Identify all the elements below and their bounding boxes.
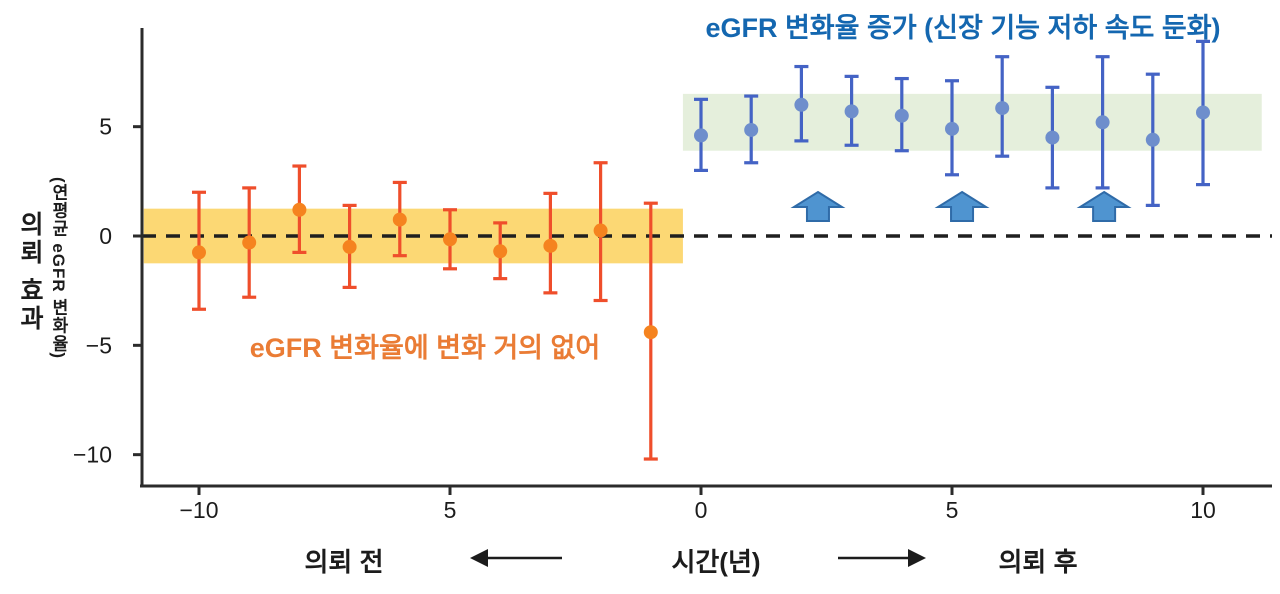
before-referral-data-point [593, 223, 608, 238]
after-referral-data-point [1095, 115, 1110, 130]
y-tick-label: 5 [99, 114, 112, 140]
x-axis-label-before: 의뢰 전 [304, 547, 384, 577]
x-tick-label: 0 [695, 497, 708, 523]
x-tick-label: 5 [444, 497, 457, 523]
before-referral-data-point [242, 235, 257, 250]
x-axis-label-after: 의뢰 후 [998, 547, 1078, 577]
after-referral-data-point [894, 108, 909, 123]
after-referral-data-point [1045, 130, 1060, 145]
after-referral-data-point [744, 122, 759, 137]
x-tick-label: −10 [179, 497, 218, 523]
y-axis-title-primary: 의뢰 효과 [16, 211, 44, 333]
y-tick-label: 0 [99, 223, 112, 249]
after-referral-data-point [995, 101, 1010, 116]
y-axis-title-secondary: (연평균 eGFR 변화율) [49, 176, 68, 360]
x-axis-time-label: 시간(년) [671, 547, 761, 577]
y-tick-label: −10 [73, 442, 112, 468]
before-referral-data-point [192, 245, 206, 260]
highlight-band-after [682, 93, 1262, 151]
before-referral-data-point [493, 244, 508, 259]
right-arrow-icon [908, 549, 926, 567]
after-referral-data-point [1145, 132, 1160, 147]
x-tick-label: 10 [1190, 497, 1216, 523]
after-referral-data-point [844, 104, 859, 119]
after-referral-data-point [945, 121, 959, 136]
after-referral-data-point [794, 97, 809, 112]
up-arrow-icon [1076, 190, 1132, 222]
after-referral-title: eGFR 변화율 증가 (신장 기능 저하 속도 둔화) [705, 13, 1221, 43]
before-referral-data-point [643, 325, 658, 340]
before-referral-annotation: eGFR 변화율에 변화 거의 없어 [249, 333, 601, 363]
before-referral-data-point [292, 202, 307, 217]
up-arrow-icon [934, 190, 990, 222]
before-referral-data-point [392, 212, 407, 227]
left-arrow-icon [470, 549, 488, 567]
before-referral-data-point [543, 238, 558, 253]
before-referral-data-point [443, 232, 457, 247]
after-referral-data-point [694, 128, 708, 143]
x-tick-label: 5 [946, 497, 959, 523]
y-tick-label: −5 [86, 332, 112, 358]
before-referral-data-point [342, 239, 357, 254]
after-referral-data-point [1196, 105, 1210, 120]
up-arrow-icon [790, 190, 846, 222]
